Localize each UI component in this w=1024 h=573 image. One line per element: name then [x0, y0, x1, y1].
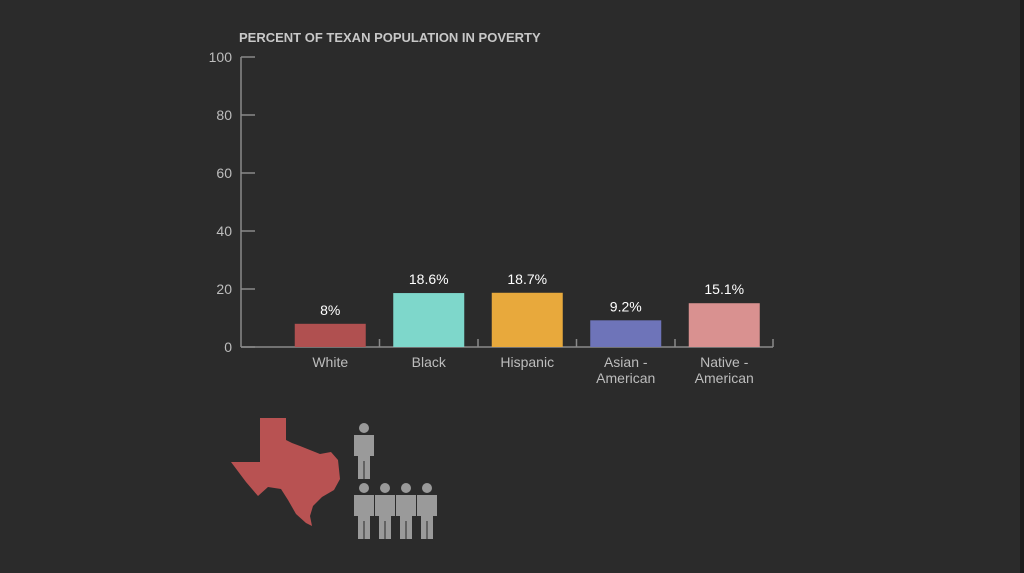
person-icon	[354, 423, 374, 479]
bar	[590, 320, 662, 347]
x-tick-label: Black	[412, 354, 447, 370]
data-label: 18.6%	[409, 271, 449, 287]
x-tick-label: Native -	[700, 354, 749, 370]
person-icon	[417, 483, 437, 539]
chart-title: PERCENT OF TEXAN POPULATION IN POVERTY	[239, 30, 541, 45]
data-label: 15.1%	[704, 281, 744, 297]
x-tick-label: American	[596, 370, 655, 386]
data-label: 8%	[320, 302, 340, 318]
y-tick-label: 40	[216, 223, 232, 239]
people-illustration	[354, 423, 437, 539]
x-tick-label: Hispanic	[500, 354, 554, 370]
y-tick-label: 60	[216, 165, 232, 181]
y-tick-label: 0	[224, 339, 232, 355]
bar	[491, 292, 563, 347]
bar	[688, 303, 760, 347]
y-tick-label: 80	[216, 107, 232, 123]
person-icon	[375, 483, 395, 539]
texas-map-icon	[231, 418, 340, 526]
bar	[294, 323, 366, 347]
data-label: 9.2%	[610, 298, 642, 314]
window-edge	[1020, 0, 1024, 573]
person-icon	[396, 483, 416, 539]
x-tick-label: American	[695, 370, 754, 386]
chart-bars	[294, 292, 760, 347]
illustration	[231, 418, 437, 539]
x-tick-label: White	[312, 354, 348, 370]
data-label: 18.7%	[507, 271, 547, 287]
person-icon	[354, 483, 374, 539]
y-tick-label: 100	[209, 49, 233, 65]
bar	[393, 293, 465, 347]
x-tick-label: Asian -	[604, 354, 648, 370]
chart-axes: 0 20 40 60 80 100	[209, 49, 774, 355]
y-tick-label: 20	[216, 281, 232, 297]
chart-labels: 8% White 18.6% Black 18.7% Hispanic 9.2% Asian …	[312, 271, 753, 386]
